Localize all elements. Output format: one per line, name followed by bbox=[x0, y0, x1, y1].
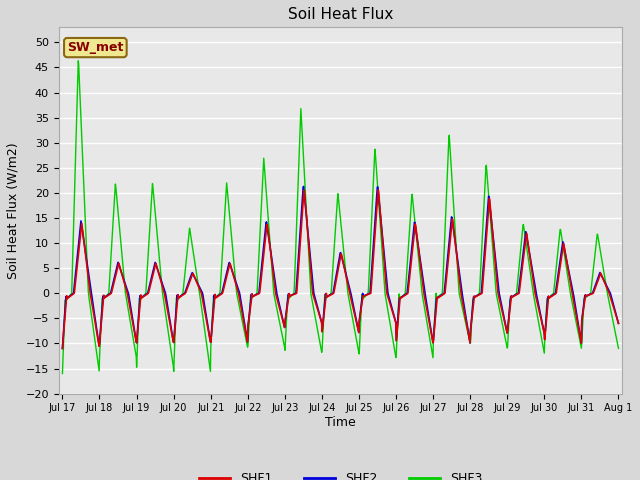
X-axis label: Time: Time bbox=[325, 416, 356, 429]
Title: Soil Heat Flux: Soil Heat Flux bbox=[288, 7, 393, 22]
Y-axis label: Soil Heat Flux (W/m2): Soil Heat Flux (W/m2) bbox=[7, 142, 20, 279]
Legend: SHF1, SHF2, SHF3: SHF1, SHF2, SHF3 bbox=[194, 467, 487, 480]
Text: SW_met: SW_met bbox=[67, 41, 124, 54]
